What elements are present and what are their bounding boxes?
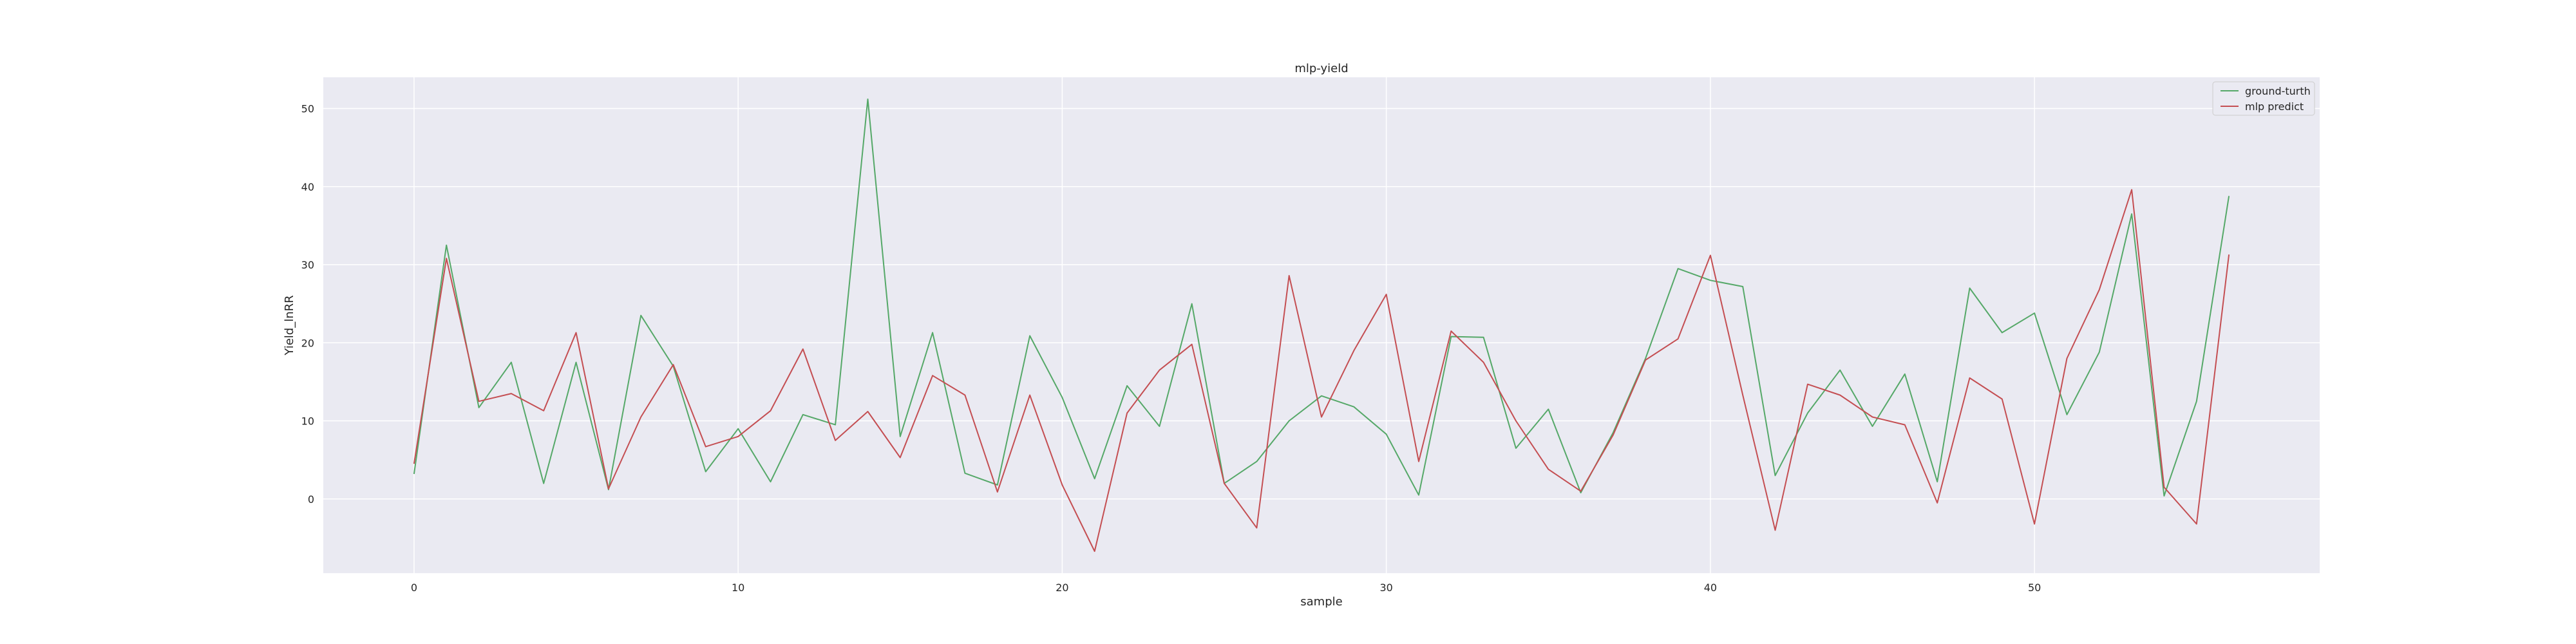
series-line-ground-turth — [413, 99, 2230, 497]
chart-title: mlp-yield — [1294, 62, 1348, 75]
x-tick-label: 50 — [2028, 582, 2041, 594]
legend-label-ground-turth: ground-turth — [2245, 85, 2311, 97]
grid-lines — [323, 77, 2320, 573]
tick-labels: 0 10 20 30 40 50 0 10 20 30 40 50 — [301, 103, 2041, 594]
y-tick-label: 50 — [301, 103, 314, 115]
plot-area — [323, 77, 2320, 573]
x-tick-label: 20 — [1056, 582, 1068, 594]
y-tick-label: 40 — [301, 181, 314, 193]
y-tick-label: 0 — [308, 493, 314, 506]
x-tick-label: 0 — [411, 582, 417, 594]
y-tick-label: 20 — [301, 337, 314, 349]
x-tick-label: 30 — [1379, 582, 1392, 594]
x-axis-label: sample — [1300, 595, 1342, 609]
series-line-mlp-predict — [413, 189, 2230, 552]
y-tick-label: 10 — [301, 415, 314, 428]
x-tick-label: 10 — [732, 582, 744, 594]
series-lines — [413, 99, 2230, 552]
x-tick-label: 40 — [1704, 582, 1717, 594]
legend-label-mlp-predict: mlp predict — [2245, 100, 2304, 113]
legend: ground-turth mlp predict — [2212, 81, 2315, 116]
y-axis-label: Yield_lnRR — [283, 295, 296, 355]
y-tick-label: 30 — [301, 259, 314, 271]
